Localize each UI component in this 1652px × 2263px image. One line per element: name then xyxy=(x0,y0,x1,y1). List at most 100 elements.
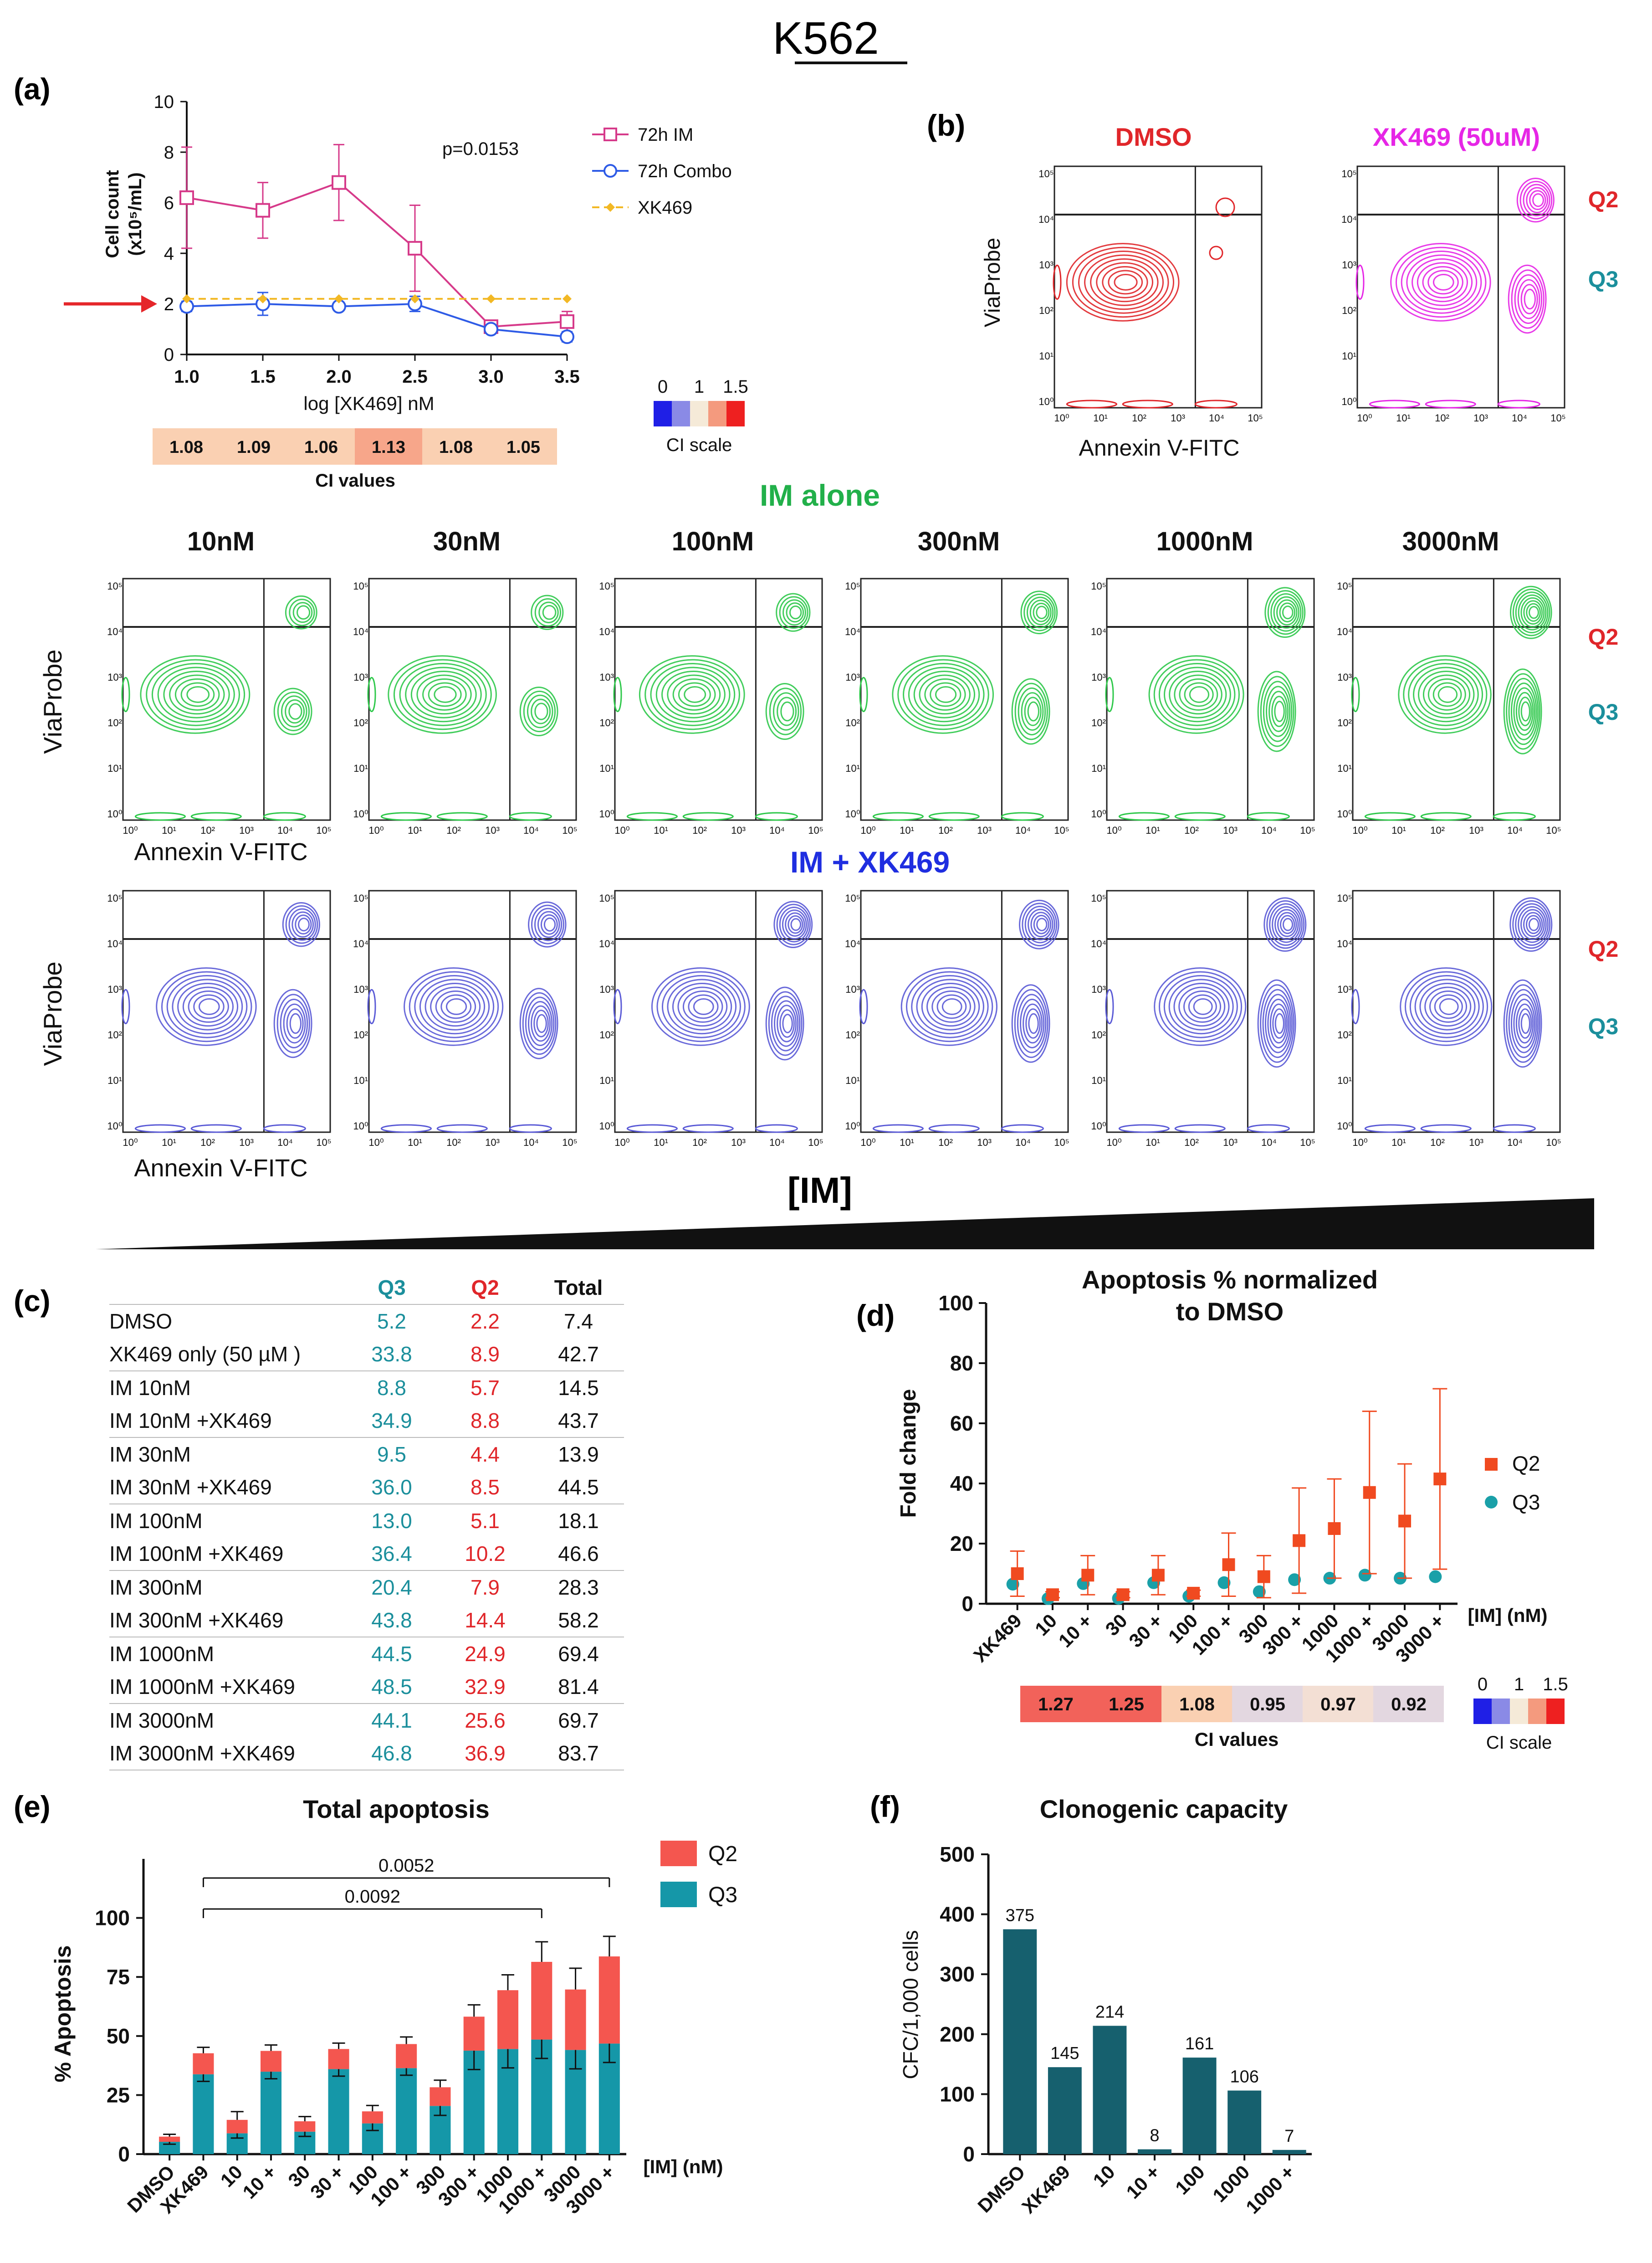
legend-label: Q3 xyxy=(708,1883,737,1907)
live-population-contour xyxy=(1427,678,1466,711)
q2-population-contour xyxy=(1026,596,1054,628)
flow-x-tick: 10⁰ xyxy=(1054,412,1069,424)
q2-population-contour xyxy=(782,909,807,940)
combo-heading: IM + XK469 xyxy=(790,845,950,879)
ci-scale-title: CI scale xyxy=(1486,1733,1552,1753)
flow-y-tick: 10⁰ xyxy=(353,808,368,820)
flow-x-tick: 10⁰ xyxy=(860,1137,875,1148)
flow-x-tick: 10⁵ xyxy=(316,825,332,836)
q2-population-contour xyxy=(1509,897,1553,952)
table-row: XK469 only (50 µM ) 33.8 8.9 42.7 xyxy=(109,1338,624,1371)
debris-contour xyxy=(1497,400,1540,409)
live-population-contour xyxy=(656,971,746,1042)
flow-x-tick: 10³ xyxy=(485,1137,500,1148)
comparison-p-value: 0.0052 xyxy=(378,1856,434,1876)
q3-cell: 48.5 xyxy=(371,1675,412,1699)
flow-x-tick: 10⁰ xyxy=(614,825,629,836)
q3-population-contour xyxy=(772,692,799,731)
live-population-contour xyxy=(440,994,472,1019)
debris-contour xyxy=(755,812,798,821)
live-population-contour xyxy=(672,678,716,711)
debris-contour xyxy=(1174,1124,1226,1133)
flow-y-tick: 10⁴ xyxy=(1337,626,1352,637)
flow-x-tick: 10⁰ xyxy=(1357,412,1372,424)
x-tick-label: 10 + xyxy=(1054,1610,1096,1652)
q3-population-contour xyxy=(528,1001,553,1047)
q3-population-contour xyxy=(1503,979,1542,1068)
flow-y-tick: 10⁴ xyxy=(845,938,860,949)
x-axis-label: log [XK469] nM xyxy=(303,393,434,414)
q3-population-contour xyxy=(780,701,794,722)
q2-point xyxy=(1116,1588,1130,1601)
q2-bar xyxy=(396,2044,417,2068)
debris-contour xyxy=(509,812,552,821)
flow-x-tick: 10¹ xyxy=(408,1137,422,1148)
q3-bar xyxy=(328,2069,349,2154)
q2-population-contour xyxy=(1030,912,1052,938)
debris-contour xyxy=(1066,400,1117,409)
ci-value: 1.09 xyxy=(237,438,271,457)
flow-y-tick: 10² xyxy=(107,1029,122,1041)
q3-population-contour xyxy=(277,692,310,731)
flow-x-tick: 10⁴ xyxy=(1015,1137,1031,1148)
live-population-contour xyxy=(1417,262,1468,303)
q3-population-contour xyxy=(1260,676,1294,747)
q2-point xyxy=(1187,1586,1200,1600)
clonogenic-bar xyxy=(1093,2026,1127,2154)
flow-x-tick: 10³ xyxy=(731,825,746,836)
q3-population-contour xyxy=(1513,999,1535,1048)
live-population-contour xyxy=(1409,975,1484,1038)
comparison-p-value: 0.0092 xyxy=(345,1887,400,1907)
flow-y-tick: 10⁴ xyxy=(599,938,614,949)
table-row: IM 3000nM +XK469 46.8 36.9 83.7 xyxy=(109,1737,624,1770)
q3-population-contour xyxy=(1024,697,1042,726)
q3-population-contour xyxy=(1011,984,1050,1063)
flow-y-tick: 10⁵ xyxy=(353,893,368,904)
live-population-contour xyxy=(1439,998,1459,1015)
q3-population-contour xyxy=(519,687,558,736)
live-population-contour xyxy=(404,967,504,1046)
flow-x-tick: 10¹ xyxy=(162,1137,176,1148)
live-population-contour xyxy=(169,674,225,715)
live-population-contour xyxy=(393,659,492,730)
im-gradient-wedge xyxy=(96,1198,1594,1249)
live-population-contour xyxy=(678,682,711,707)
live-population-contour xyxy=(1188,994,1217,1019)
flow-y-tick: 10² xyxy=(1342,305,1356,316)
q3-population-contour xyxy=(1257,979,1296,1068)
debris-contour xyxy=(1118,1124,1170,1133)
live-population-contour xyxy=(936,994,967,1019)
table-row: IM 100nM 13.0 5.1 18.1 xyxy=(109,1504,624,1537)
q2-population-contour xyxy=(285,595,317,630)
q3-population-contour xyxy=(765,986,804,1061)
flow-x-tick: 10¹ xyxy=(1146,1137,1160,1148)
q3-population-contour xyxy=(1506,984,1540,1063)
x-tick-label: 10 + xyxy=(1122,2161,1164,2203)
flow-x-tick: 10¹ xyxy=(408,825,422,836)
live-population-contour xyxy=(1401,251,1482,314)
q3-population-contour xyxy=(1518,1008,1532,1039)
flow-x-tick: 10⁵ xyxy=(316,1137,332,1148)
series-line-72h Combo xyxy=(186,303,568,338)
small-q3-contour xyxy=(1209,246,1223,260)
debris-contour xyxy=(1001,1124,1044,1133)
debris-contour xyxy=(1247,1124,1290,1133)
live-population-contour xyxy=(1169,671,1227,718)
clonogenic-bar xyxy=(1003,1929,1037,2154)
q2-population-contour xyxy=(783,599,806,626)
debris-contour xyxy=(190,1124,242,1133)
flow-x-tick: 10² xyxy=(1430,1137,1445,1148)
flow-x-tick: 10⁰ xyxy=(368,825,384,836)
q3-population-contour xyxy=(1513,687,1535,736)
q2-population-contour xyxy=(1518,906,1547,943)
debris-contour xyxy=(1118,812,1170,821)
q2-population-contour xyxy=(1512,589,1550,636)
flow-y-tick: 10⁵ xyxy=(353,580,368,592)
panel-b-flow-plots: 10⁰10⁰10¹10¹10²10²10³10³10⁴10⁴10⁵10⁵DMSO… xyxy=(981,123,1618,461)
q2-cell: 8.5 xyxy=(471,1475,500,1499)
live-population-contour xyxy=(1163,975,1238,1038)
table-row: DMSO 5.2 2.2 7.4 xyxy=(109,1304,624,1338)
flow-y-tick: 10⁵ xyxy=(107,893,123,904)
figure-title: K562 xyxy=(772,13,879,64)
